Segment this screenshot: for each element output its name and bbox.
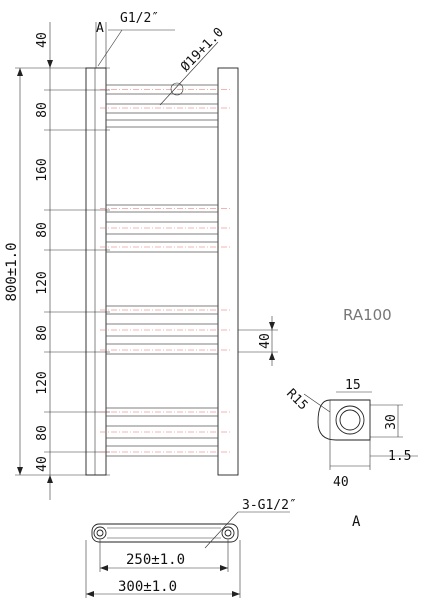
dim-80-d: 80 — [35, 425, 50, 441]
section-mark-top: A — [96, 21, 104, 36]
inlet-thread-label: G1/2″ — [120, 11, 159, 26]
detail-a-section — [303, 391, 418, 470]
bottom-thread-label: 3-G1/2″ — [242, 498, 297, 513]
radius-label: R15 — [283, 386, 310, 413]
radiator-front-view — [85, 22, 239, 476]
spacing-40-right: 40 — [258, 333, 273, 349]
bar-diameter-label: Ø19+1.0 — [178, 25, 227, 75]
overall-height-label: 800±1.0 — [4, 242, 20, 301]
dim-80-c: 80 — [35, 325, 50, 341]
dim-bottom-40: 40 — [35, 456, 50, 472]
width-outer-label: 300±1.0 — [118, 579, 177, 595]
width-inner-label: 250±1.0 — [126, 552, 185, 568]
detail-1-5-label: 1.5 — [388, 449, 411, 464]
bar-group-2 — [100, 204, 230, 253]
detail-15-label: 15 — [345, 378, 361, 393]
dim-80-b: 80 — [35, 222, 50, 238]
dim-120-a: 120 — [35, 271, 50, 294]
detail-mark-a: A — [352, 514, 361, 530]
dim-160: 160 — [35, 158, 50, 181]
bottom-plan-view — [85, 511, 290, 598]
top-callouts — [97, 29, 219, 106]
bar-group-1 — [100, 84, 230, 128]
detail-40-label: 40 — [333, 475, 349, 490]
model-name: RA100 — [343, 306, 392, 324]
left-dimension-chain — [15, 22, 110, 500]
dim-80-a: 80 — [35, 102, 50, 118]
bar-group-3 — [100, 305, 230, 355]
dim-120-b: 120 — [35, 371, 50, 394]
detail-30-label: 30 — [384, 414, 399, 430]
bar-group-4 — [100, 407, 230, 457]
dim-top-40: 40 — [35, 32, 50, 48]
right-dimension-40 — [238, 316, 278, 366]
